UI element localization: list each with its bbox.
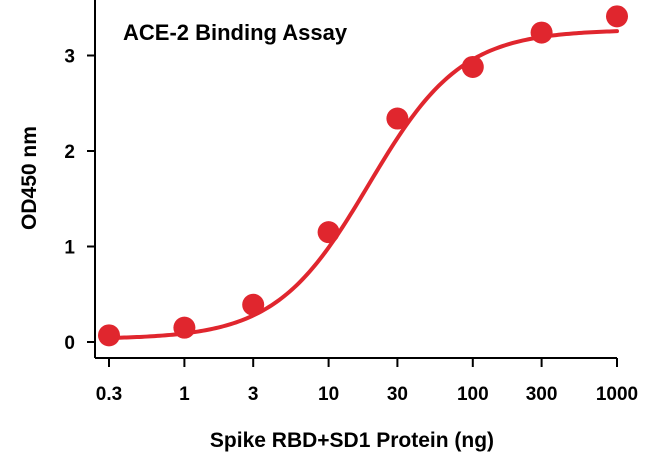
- axes: [94, 0, 617, 359]
- data-point: [317, 221, 340, 244]
- x-tick-label: 300: [526, 384, 558, 405]
- data-point: [530, 21, 553, 44]
- y-tick-label: 3: [64, 47, 75, 68]
- y-axis-label: OD450 nm: [18, 126, 41, 230]
- x-tick-label: 10: [318, 384, 339, 405]
- y-ticks: 0 1 2 3: [64, 47, 95, 354]
- data-point: [98, 324, 120, 347]
- data-point: [173, 316, 196, 339]
- data-points: [98, 5, 628, 347]
- x-ticks: 0.3 1 3 10 30 100 300 1000: [96, 358, 638, 405]
- x-tick-label: 30: [387, 384, 408, 405]
- y-tick-label: 2: [64, 142, 75, 163]
- data-point: [242, 293, 265, 316]
- x-tick-label: 3: [248, 384, 259, 405]
- y-tick-label: 0: [64, 333, 75, 354]
- data-point: [386, 107, 409, 130]
- data-point: [461, 55, 484, 78]
- x-tick-label: 100: [457, 384, 489, 405]
- y-tick-label: 1: [64, 238, 75, 259]
- x-tick-label: 1: [179, 384, 190, 405]
- fit-curve: [107, 29, 619, 340]
- x-tick-label: 1000: [596, 384, 638, 405]
- chart-title: ACE-2 Binding Assay: [123, 20, 348, 45]
- x-tick-label: 0.3: [96, 384, 122, 405]
- data-point: [606, 5, 628, 28]
- x-axis-label: Spike RBD+SD1 Protein (ng): [210, 429, 494, 452]
